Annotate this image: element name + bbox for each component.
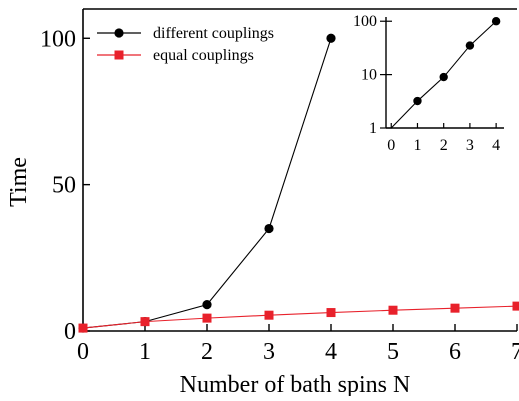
inset-y-tick-label: 100 xyxy=(353,13,377,30)
legend-marker xyxy=(114,28,123,37)
inset-data-point xyxy=(439,73,447,81)
data-point xyxy=(327,308,336,317)
x-tick-label: 6 xyxy=(449,339,461,365)
x-tick-label: 3 xyxy=(263,339,275,365)
x-tick-label: 4 xyxy=(325,339,337,365)
inset-x-tick-label: 1 xyxy=(413,137,421,154)
inset-x-tick-label: 2 xyxy=(440,137,448,154)
legend: different couplings equal couplings xyxy=(97,25,274,64)
data-point xyxy=(265,311,274,320)
inset-data-point xyxy=(466,41,474,49)
x-tick-label: 5 xyxy=(387,339,399,365)
inset-x-tick-label: 0 xyxy=(387,137,395,154)
inset-data-point xyxy=(413,97,421,105)
main-series xyxy=(78,34,519,333)
y-tick-label: 50 xyxy=(52,173,76,199)
x-axis-label: Number of bath spins N xyxy=(180,372,411,396)
data-point xyxy=(79,324,88,333)
inset-x-tick-label: 3 xyxy=(466,137,474,154)
data-point xyxy=(513,302,519,311)
x-tick-label: 1 xyxy=(139,339,151,365)
data-point xyxy=(389,306,398,315)
legend-marker xyxy=(115,51,124,60)
inset-x-tick-label: 4 xyxy=(492,137,500,154)
data-point xyxy=(141,317,150,326)
legend-label: equal couplings xyxy=(153,47,254,64)
x-tick-label: 2 xyxy=(201,339,213,365)
inset-y-tick-label: 10 xyxy=(361,67,377,84)
series-line-different-couplings xyxy=(83,38,331,328)
inset-data-point xyxy=(492,17,500,25)
y-axis-label: Time xyxy=(6,157,32,207)
data-point xyxy=(203,314,212,323)
data-point xyxy=(264,224,273,233)
data-point xyxy=(202,300,211,309)
data-point xyxy=(451,304,460,313)
x-tick-label: 0 xyxy=(77,339,89,365)
x-tick-label: 7 xyxy=(511,339,519,365)
legend-label: different couplings xyxy=(153,25,274,42)
inset-y-tick-label: 1 xyxy=(369,120,377,137)
y-tick-label: 100 xyxy=(40,26,76,52)
data-point xyxy=(326,34,335,43)
y-tick-label: 0 xyxy=(64,319,76,345)
